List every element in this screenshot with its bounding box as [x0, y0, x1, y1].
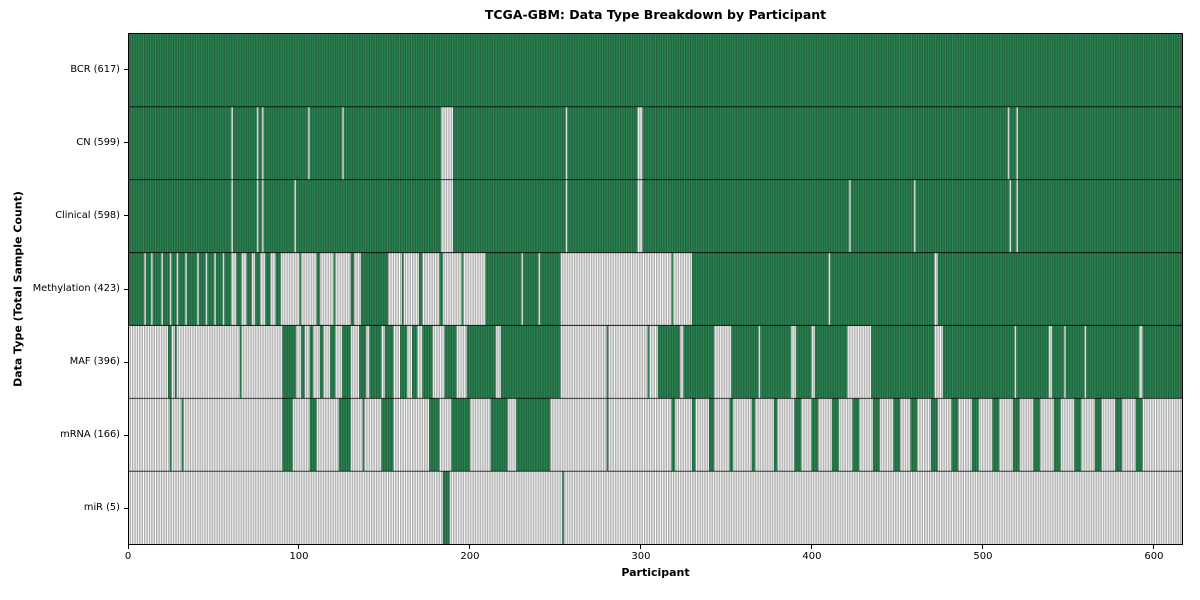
x-tick-mark: [982, 545, 984, 549]
y-tick-mark: [124, 69, 128, 71]
x-tick-label: 200: [460, 551, 480, 562]
row-label-miR: miR (5): [83, 502, 120, 514]
x-tick-label: 300: [631, 551, 651, 562]
chart-title: TCGA-GBM: Data Type Breakdown by Partici…: [484, 7, 827, 22]
x-axis-label: Participant: [621, 566, 690, 579]
x-tick-mark: [640, 545, 642, 549]
x-tick-label: 600: [1144, 551, 1164, 562]
x-tick-label: 100: [289, 551, 309, 562]
plot-area: Present Absent: [128, 33, 1183, 545]
x-axis-ticks: 0 100 200 300 400 500 600: [124, 545, 1183, 569]
row-label-Methylation: Methylation (423): [32, 283, 120, 294]
row-label-MAF: MAF (396): [69, 356, 120, 368]
heatmap-canvas: [129, 34, 1182, 544]
row-label-Clinical: Clinical (598): [55, 209, 120, 221]
row-label-BCR: BCR (617): [70, 63, 120, 75]
y-tick-mark: [124, 288, 128, 290]
x-tick-label: 500: [973, 551, 993, 562]
x-tick-mark: [298, 545, 300, 549]
y-tick-mark: [124, 361, 128, 363]
row-label-CN: CN (599): [76, 136, 120, 148]
x-tick-mark: [127, 545, 129, 549]
x-tick-mark: [1153, 545, 1155, 549]
x-tick-label: 0: [124, 551, 132, 562]
y-tick-mark: [124, 142, 128, 144]
x-tick-mark: [469, 545, 471, 549]
x-tick-mark: [811, 545, 813, 549]
row-label-mRNA: mRNA (166): [60, 429, 120, 441]
y-tick-mark: [124, 215, 128, 217]
x-tick-label: 400: [802, 551, 822, 562]
y-axis-ticks: BCR (617) CN (599) Clinical (598) Methylati…: [0, 33, 128, 545]
y-tick-mark: [124, 434, 128, 436]
y-tick-mark: [124, 507, 128, 509]
